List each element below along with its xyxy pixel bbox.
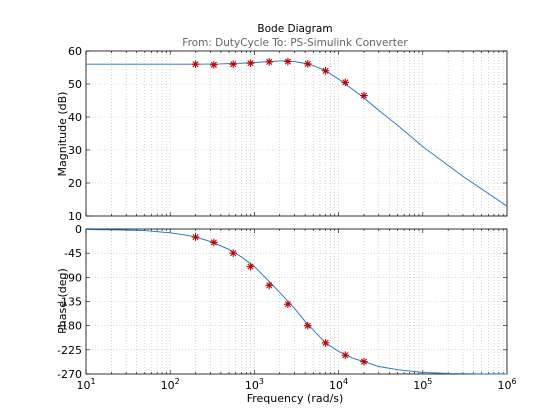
phase-sample-marker <box>229 249 237 257</box>
magnitude-sample-marker <box>210 61 218 69</box>
y-tick-label: -225 <box>57 344 82 357</box>
magnitude-sample-marker <box>321 67 330 75</box>
x-tick-label: 102 <box>161 377 180 392</box>
y-tick-label: 20 <box>68 177 82 190</box>
magnitude-sample-marker <box>360 91 368 100</box>
phase-sample-marker <box>341 351 350 360</box>
y-tick-label: 40 <box>68 111 82 124</box>
magnitude-sample-marker <box>229 60 237 68</box>
axes-frame <box>85 228 508 375</box>
phase-sample-marker <box>321 339 330 347</box>
chart-title: Bode Diagram <box>257 23 332 35</box>
x-tick-label: 101 <box>76 377 95 392</box>
phase-sample-marker <box>360 357 368 366</box>
y-tick-label: -180 <box>57 320 82 333</box>
magnitude-axes: 10 20 30 40 50 60 <box>68 45 508 223</box>
x-tick-label: 105 <box>413 377 432 392</box>
y-tick-label: 10 <box>68 210 82 223</box>
axes-frame <box>85 50 508 217</box>
y-tick-label: 0 <box>75 223 82 236</box>
phase-response-line <box>85 229 507 375</box>
y-tick-label: 30 <box>68 144 82 157</box>
frequency-axis-label: Frequency (rad/s) <box>247 392 344 405</box>
phase-sample-marker <box>265 281 274 290</box>
chart-subtitle: From: DutyCycle To: PS-Simulink Converte… <box>182 37 408 49</box>
magnitude-sample-marker <box>246 59 255 68</box>
magnitude-axis-label: Magnitude (dB) <box>56 92 69 177</box>
y-tick-label: -270 <box>57 368 82 381</box>
y-tick-label: -135 <box>57 296 82 309</box>
phase-sample-marker <box>246 262 255 271</box>
phase-sample-marker <box>303 321 312 330</box>
y-tick-label: 50 <box>68 78 82 91</box>
x-tick-label: 106 <box>497 377 516 392</box>
magnitude-response-line <box>86 60 508 207</box>
phase-sample-marker <box>284 300 292 308</box>
magnitude-sample-marker <box>341 78 350 87</box>
magnitude-sample-marker <box>191 60 200 68</box>
x-tick-label: 104 <box>329 377 348 392</box>
phase-axis-label: Phase (deg) <box>56 268 69 334</box>
x-tick-label: 103 <box>245 377 264 392</box>
y-tick-label: -45 <box>64 247 82 260</box>
y-tick-label: 60 <box>68 45 82 58</box>
magnitude-sample-marker <box>284 57 292 66</box>
phase-sample-marker <box>210 238 218 247</box>
y-tick-label: -90 <box>64 271 82 284</box>
phase-sample-marker <box>191 233 200 241</box>
magnitude-sample-marker <box>303 60 312 68</box>
magnitude-sample-marker <box>265 58 274 66</box>
